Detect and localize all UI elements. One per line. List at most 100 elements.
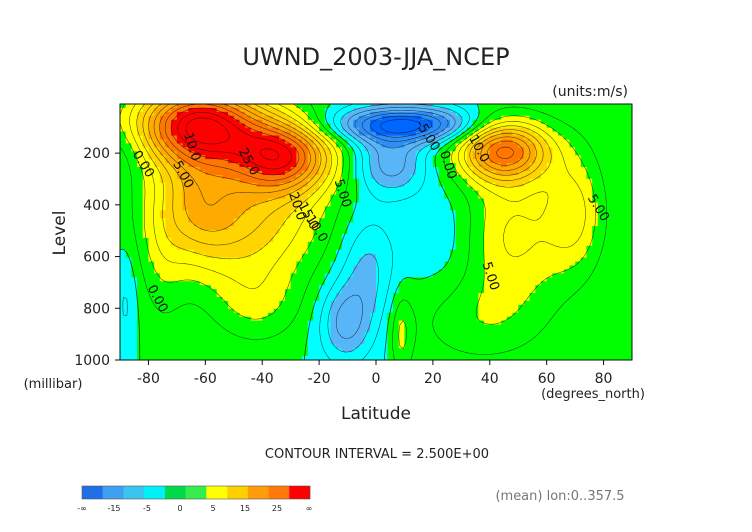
- field-cell: [330, 198, 337, 203]
- field-cell: [336, 190, 343, 195]
- field-cell: [512, 104, 519, 109]
- field-cell: [387, 285, 394, 290]
- field-cell: [421, 210, 428, 215]
- field-cell: [284, 178, 292, 184]
- field-cell: [478, 139, 485, 144]
- field-cell: [182, 135, 189, 140]
- field-cell: [404, 332, 411, 337]
- field-cell: [228, 104, 235, 109]
- field-cell: [358, 147, 365, 152]
- field-cell: [398, 328, 405, 333]
- field-cell: [159, 123, 166, 128]
- field-cell: [233, 324, 240, 329]
- field-cell: [381, 296, 388, 302]
- field-cell: [495, 296, 502, 302]
- field-cell: [120, 281, 127, 286]
- field-cell: [267, 210, 274, 215]
- field-cell: [239, 143, 246, 148]
- field-cell: [296, 151, 303, 156]
- field-cell: [444, 356, 451, 360]
- field-cell: [228, 253, 235, 258]
- field-cell: [159, 237, 166, 243]
- field-cell: [131, 167, 138, 172]
- field-cell: [307, 312, 314, 318]
- field-cell: [336, 111, 343, 117]
- field-cell: [478, 245, 485, 251]
- field-cell: [142, 139, 149, 144]
- field-cell: [404, 111, 411, 117]
- field-cell: [358, 253, 365, 258]
- field-cell: [478, 190, 485, 195]
- field-cell: [506, 253, 513, 258]
- field-cell: [478, 308, 485, 314]
- field-cell: [410, 202, 417, 207]
- field-cell: [552, 241, 559, 247]
- field-cell: [125, 245, 132, 251]
- field-cell: [467, 182, 474, 188]
- field-cell: [347, 194, 354, 199]
- field-cell: [432, 328, 439, 333]
- field-cell: [176, 300, 183, 306]
- field-cell: [171, 269, 178, 274]
- field-cell: [432, 316, 439, 321]
- field-cell: [176, 308, 183, 314]
- field-cell: [267, 218, 274, 223]
- field-cell: [353, 104, 360, 109]
- field-cell: [455, 135, 462, 140]
- field-cell: [142, 115, 149, 121]
- field-cell: [324, 230, 331, 235]
- field-cell: [404, 249, 411, 255]
- field-cell: [347, 296, 354, 302]
- field-cell: [529, 226, 536, 231]
- field-cell: [501, 257, 508, 262]
- field-cell: [171, 119, 178, 125]
- field-cell: [279, 308, 286, 314]
- field-cell: [302, 167, 309, 172]
- field-cell: [478, 336, 485, 341]
- field-cell: [432, 218, 439, 223]
- field-cell: [233, 285, 240, 290]
- field-cell: [495, 104, 502, 109]
- field-cell: [495, 182, 502, 188]
- field-cell: [319, 186, 326, 191]
- field-cell: [336, 127, 343, 132]
- field-cell: [535, 230, 542, 235]
- field-cell: [131, 222, 138, 227]
- field-cell: [358, 285, 365, 290]
- field-cell: [188, 131, 195, 136]
- field-cell: [472, 131, 479, 136]
- field-cell: [324, 167, 331, 172]
- field-cell: [546, 139, 553, 144]
- field-cell: [398, 308, 405, 314]
- field-cell: [495, 249, 502, 255]
- field-cell: [284, 332, 292, 337]
- field-cell: [290, 320, 297, 325]
- field-cell: [193, 289, 200, 294]
- field-cell: [404, 328, 411, 333]
- field-cell: [484, 167, 491, 172]
- field-cell: [250, 352, 257, 357]
- field-cell: [228, 210, 235, 215]
- field-cell: [410, 296, 417, 302]
- field-cell: [449, 230, 456, 235]
- field-cell: [358, 316, 365, 321]
- field-cell: [552, 210, 559, 215]
- field-cell: [501, 139, 508, 144]
- field-cell: [444, 151, 451, 156]
- field-cell: [290, 245, 297, 251]
- field-cell: [290, 285, 297, 290]
- field-cell: [552, 202, 559, 207]
- field-cell: [131, 273, 138, 278]
- field-cell: [137, 198, 144, 203]
- field-cell: [415, 119, 422, 125]
- field-cell: [472, 348, 479, 353]
- field-cell: [302, 119, 309, 125]
- field-cell: [267, 155, 274, 160]
- field-cell: [330, 194, 337, 199]
- field-cell: [273, 285, 280, 290]
- field-cell: [415, 226, 422, 231]
- field-cell: [307, 324, 314, 329]
- field-cell: [523, 312, 530, 318]
- field-cell: [296, 230, 303, 235]
- field-cell: [404, 269, 411, 274]
